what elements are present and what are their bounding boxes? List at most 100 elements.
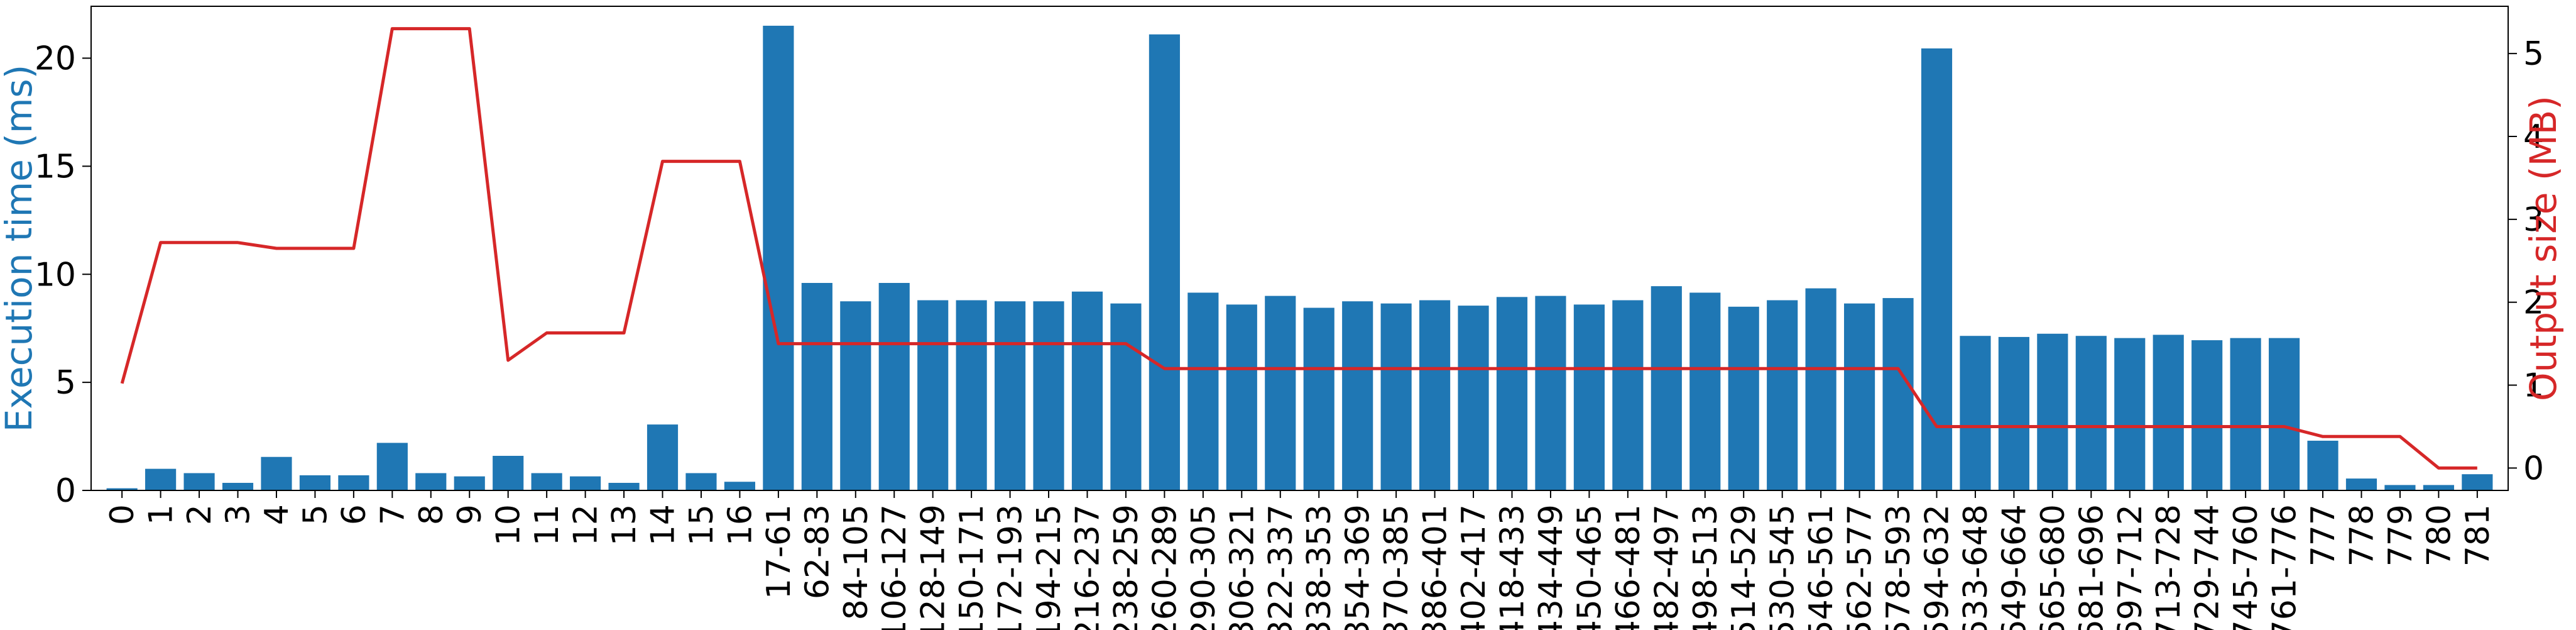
bar-386-401 bbox=[1419, 300, 1451, 490]
bar-546-561 bbox=[1805, 288, 1836, 490]
x-tick-label: 290-305 bbox=[1185, 504, 1223, 630]
x-tick-label: 713-728 bbox=[2150, 504, 2188, 630]
x-tick-label: 150-171 bbox=[953, 504, 991, 630]
bar-450-465 bbox=[1573, 304, 1605, 490]
bar-6 bbox=[338, 475, 369, 490]
x-tick-label: 780 bbox=[2420, 504, 2458, 566]
x-tick-label: 546-561 bbox=[1803, 504, 1840, 630]
x-tick-label: 466-481 bbox=[1610, 504, 1647, 630]
bar-482-497 bbox=[1651, 286, 1682, 490]
x-tick-label: 4 bbox=[258, 504, 296, 525]
bar-594-632 bbox=[1921, 48, 1953, 490]
x-tick-label: 7 bbox=[374, 504, 412, 525]
x-tick-label: 386-401 bbox=[1417, 504, 1454, 630]
bar-778 bbox=[2345, 478, 2377, 490]
bar-0 bbox=[106, 488, 138, 490]
bar-12 bbox=[570, 476, 601, 490]
bar-172-193 bbox=[995, 301, 1026, 490]
right-tick-label: 0 bbox=[2523, 450, 2544, 487]
bar-780 bbox=[2423, 485, 2454, 490]
bar-418-433 bbox=[1496, 297, 1528, 490]
bar-402-417 bbox=[1458, 306, 1489, 490]
x-tick-label: 450-465 bbox=[1571, 504, 1608, 630]
bar-7 bbox=[376, 443, 408, 490]
x-tick-label: 697-712 bbox=[2112, 504, 2149, 630]
x-tick-label: 62-83 bbox=[799, 504, 836, 599]
bar-649-664 bbox=[1998, 336, 2029, 490]
x-tick-label: 594-632 bbox=[1918, 504, 1956, 630]
bar-370-385 bbox=[1380, 303, 1412, 490]
x-tick-label: 745-760 bbox=[2227, 504, 2265, 630]
bar-322-337 bbox=[1265, 296, 1296, 490]
bar-729-744 bbox=[2191, 340, 2223, 490]
x-tick-label: 729-744 bbox=[2189, 504, 2227, 630]
bar-238-259 bbox=[1110, 303, 1142, 490]
bar-745-760 bbox=[2230, 338, 2261, 490]
bar-779 bbox=[2384, 485, 2416, 490]
x-tick-label: 16 bbox=[721, 504, 759, 546]
bar-306-321 bbox=[1226, 304, 1257, 490]
x-tick-label: 498-513 bbox=[1687, 504, 1725, 630]
x-tick-label: 216-237 bbox=[1069, 504, 1107, 630]
x-tick-label: 2 bbox=[181, 504, 219, 525]
bar-681-696 bbox=[2075, 336, 2107, 490]
left-tick-label: 5 bbox=[55, 364, 76, 402]
x-axis: 0 1 2 3 4 5 6 7 8 9 10 11 12 13 14 15 16 17-61 62-83 84-105… bbox=[104, 490, 2497, 630]
bar-216-237 bbox=[1071, 291, 1103, 490]
x-tick-label: 12 bbox=[567, 504, 605, 546]
right-tick-label: 2 bbox=[2523, 284, 2544, 322]
left-tick-label: 20 bbox=[35, 40, 76, 78]
bar-781 bbox=[2462, 474, 2493, 490]
x-tick-label: 578-593 bbox=[1880, 504, 1918, 630]
bar-84-105 bbox=[840, 301, 871, 490]
left-tick-label: 10 bbox=[35, 256, 76, 294]
bar-62-83 bbox=[801, 283, 832, 490]
bar-633-648 bbox=[1960, 336, 1991, 490]
x-tick-label: 17-61 bbox=[760, 504, 798, 599]
bar-697-712 bbox=[2114, 338, 2146, 490]
output-size-line-layer bbox=[120, 27, 2477, 470]
x-tick-label: 10 bbox=[490, 504, 528, 546]
x-tick-label: 418-433 bbox=[1493, 504, 1531, 630]
x-tick-label: 530-545 bbox=[1764, 504, 1802, 630]
x-tick-label: 15 bbox=[683, 504, 721, 546]
bar-10 bbox=[493, 456, 524, 490]
plot-frame bbox=[90, 6, 2509, 491]
right-tick-label: 4 bbox=[2523, 118, 2544, 156]
bar-14 bbox=[647, 424, 679, 490]
x-tick-label: 238-259 bbox=[1108, 504, 1145, 630]
x-tick-label: 1 bbox=[143, 504, 180, 525]
x-tick-label: 338-353 bbox=[1301, 504, 1338, 630]
x-tick-label: 11 bbox=[528, 504, 566, 546]
bar-15 bbox=[685, 473, 717, 490]
x-tick-label: 106-127 bbox=[876, 504, 914, 630]
bar-665-680 bbox=[2037, 333, 2068, 490]
bar-128-149 bbox=[917, 300, 949, 490]
x-tick-label: 322-337 bbox=[1262, 504, 1300, 630]
right-tick-label: 3 bbox=[2523, 201, 2544, 239]
x-tick-label: 649-664 bbox=[1995, 504, 2033, 630]
bar-260-289 bbox=[1149, 34, 1180, 490]
x-tick-label: 633-648 bbox=[1957, 504, 1995, 630]
bar-777 bbox=[2307, 440, 2339, 490]
bar-4 bbox=[261, 456, 292, 490]
right-tick-label: 1 bbox=[2523, 367, 2544, 405]
x-tick-label: 306-321 bbox=[1223, 504, 1261, 630]
x-tick-label: 482-497 bbox=[1648, 504, 1686, 630]
bar-3 bbox=[222, 482, 254, 490]
bar-5 bbox=[299, 475, 331, 490]
x-tick-label: 6 bbox=[336, 504, 373, 525]
left-tick-label: 0 bbox=[55, 472, 76, 510]
x-tick-label: 260-289 bbox=[1146, 504, 1184, 630]
x-tick-label: 370-385 bbox=[1378, 504, 1416, 630]
output-size-line bbox=[120, 27, 2477, 470]
x-tick-label: 0 bbox=[104, 504, 141, 525]
x-tick-label: 14 bbox=[645, 504, 682, 546]
bar-514-529 bbox=[1728, 306, 1759, 490]
execution-time-bars bbox=[106, 25, 2493, 490]
bar-9 bbox=[454, 476, 485, 490]
x-tick-label: 778 bbox=[2343, 504, 2381, 566]
bar-498-513 bbox=[1689, 292, 1721, 490]
right-y-axis: 0 1 2 3 4 5 bbox=[2508, 35, 2544, 487]
